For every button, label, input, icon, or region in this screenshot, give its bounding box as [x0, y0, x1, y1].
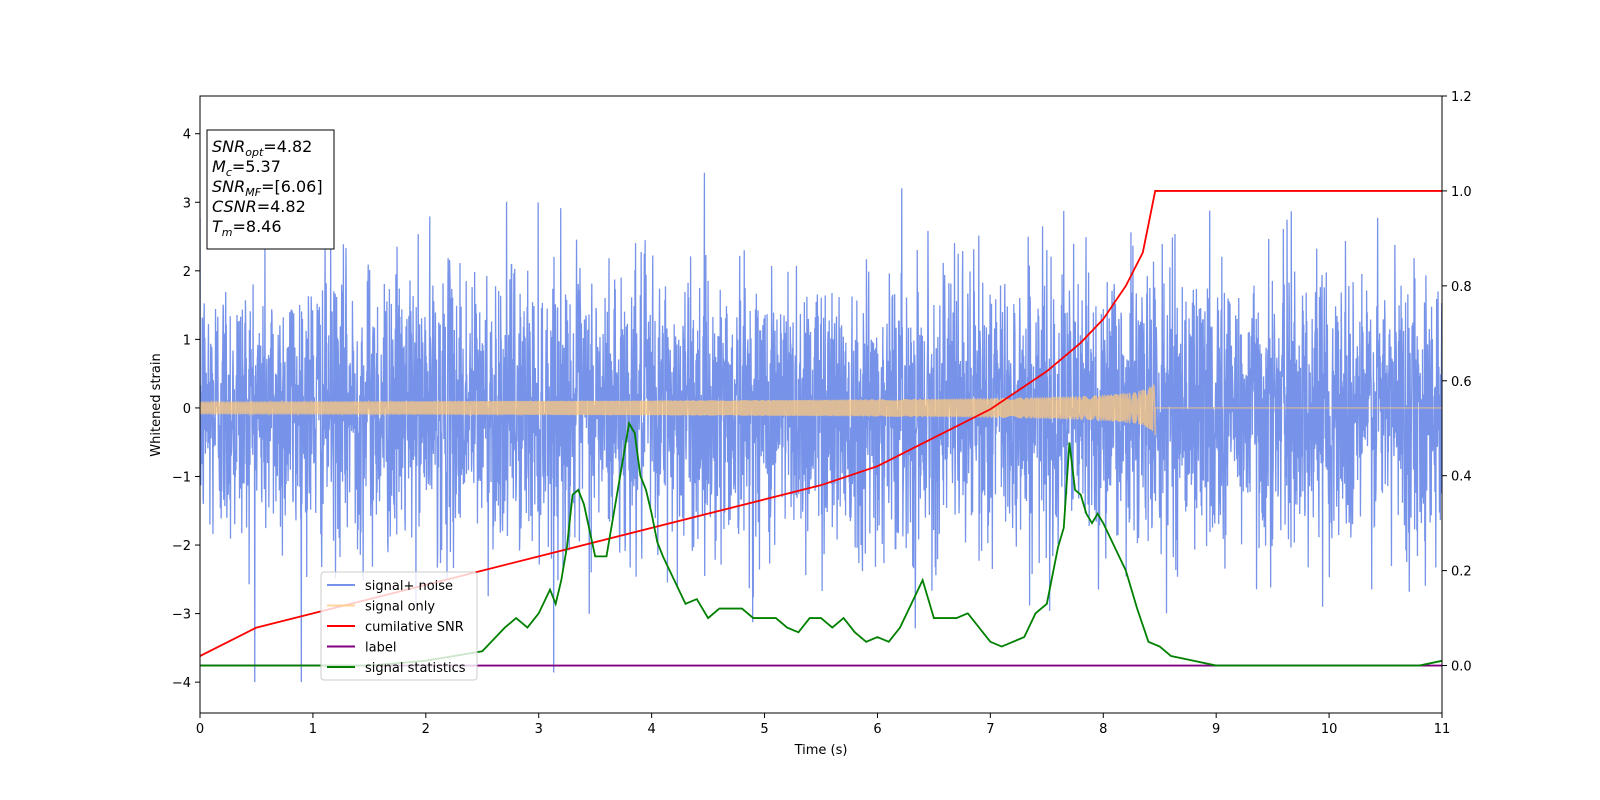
y-tick-label: 2	[183, 265, 191, 280]
legend-label: cumilative SNR	[365, 620, 464, 635]
x-tick-label: 11	[1434, 722, 1451, 737]
x-tick-label: 9	[1212, 722, 1220, 737]
series-signal-statistics	[200, 420, 1442, 667]
x-tick-label: 4	[647, 722, 655, 737]
x-tick-label: 8	[1099, 722, 1107, 737]
info-line: SNRMF=[6.06]	[212, 177, 323, 199]
info-line: Mc=5.37	[212, 157, 281, 179]
legend-box	[320, 571, 478, 681]
y-axis-ticks: 4 3 2 1 0 −1 −2 −3 −4	[172, 128, 200, 691]
x-axis-ticks: 0 1 2 3 4 5 6 7 8 9 10 11	[196, 713, 1450, 737]
y-tick-label: −2	[172, 539, 191, 554]
x-tick-label: 0	[196, 722, 204, 737]
series-signal-only	[200, 383, 1442, 436]
y2-tick-label: 1.0	[1451, 185, 1472, 200]
x-tick-label: 6	[873, 722, 881, 737]
y-tick-label: −4	[172, 676, 191, 691]
info-box: SNRopt=4.82Mc=5.37SNRMF=[6.06]CSNR=4.82T…	[206, 129, 335, 250]
y-tick-label: 3	[183, 196, 191, 211]
legend-label: signal statistics	[365, 661, 466, 676]
y2-tick-label: 0.2	[1451, 565, 1472, 580]
x-axis-label: Time (s)	[794, 743, 848, 758]
info-line: SNRopt=4.82	[212, 137, 312, 159]
y-tick-label: −3	[172, 608, 191, 623]
y2-axis-ticks: 1.2 1.0 0.8 0.6 0.4 0.2 0.0	[1442, 90, 1472, 675]
y-tick-label: 1	[183, 333, 191, 348]
info-line: Tm=8.46	[212, 217, 282, 239]
info-box-frame	[206, 129, 335, 250]
y2-tick-label: 0.4	[1451, 470, 1472, 485]
info-line: CSNR=4.82	[212, 197, 306, 216]
y2-tick-label: 0.6	[1451, 375, 1472, 390]
y2-tick-label: 0.8	[1451, 280, 1472, 295]
legend-label: signal+ noise	[365, 579, 453, 594]
y-tick-label: 4	[183, 128, 191, 143]
legend: signal+ noise signal only cumilative SNR la…	[320, 571, 478, 681]
y2-tick-label: 0.0	[1451, 660, 1472, 675]
x-tick-label: 7	[986, 722, 994, 737]
plot-frame	[199, 95, 1443, 714]
y-axis-label: Whitened strain	[149, 353, 164, 456]
x-tick-label: 5	[760, 722, 768, 737]
y-tick-label: 0	[183, 402, 191, 417]
x-tick-label: 10	[1321, 722, 1338, 737]
y2-tick-label: 1.2	[1451, 90, 1472, 105]
x-tick-label: 2	[422, 722, 430, 737]
x-tick-label: 3	[535, 722, 543, 737]
y-tick-label: −1	[172, 470, 191, 485]
legend-label: label	[365, 641, 396, 656]
x-tick-label: 1	[309, 722, 317, 737]
legend-label: signal only	[365, 600, 435, 615]
